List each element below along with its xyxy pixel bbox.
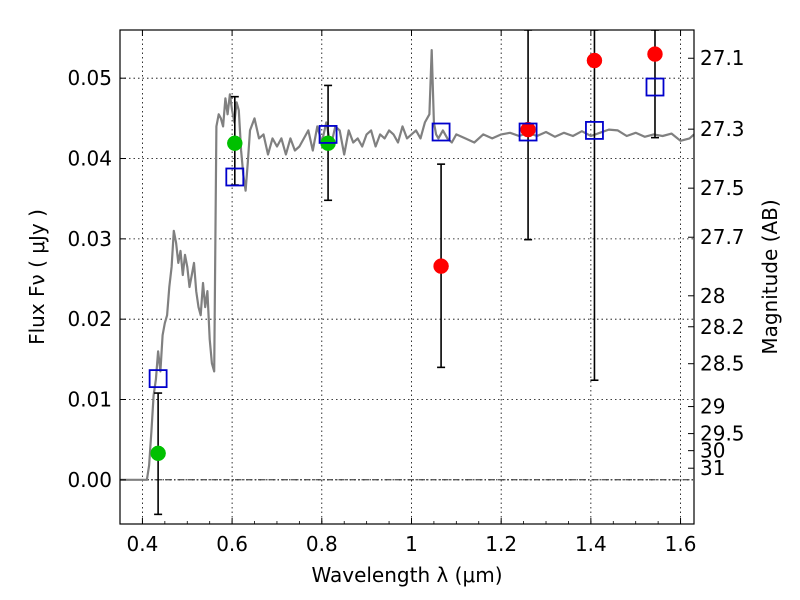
detection-point <box>150 445 166 462</box>
magnitude-tick-label: 30 <box>700 439 725 463</box>
magnitude-tick-label: 27.5 <box>700 176 745 200</box>
magnitude-tick-label: 27.3 <box>700 117 745 141</box>
y-axis-label: Flux Fν ( μJy ) <box>25 209 49 345</box>
magnitude-tick-label: 27.7 <box>700 225 745 249</box>
y-axis: 0.00 0.01 0.02 0.03 0.04 0.05 <box>67 66 126 492</box>
magnitude-tick-label: 31 <box>700 456 725 480</box>
x-axis: 0.4 0.6 0.8 1 1.2 1.4 1.6 <box>119 30 697 556</box>
model-photometry-square <box>431 122 451 142</box>
upper-limit-point <box>520 121 536 138</box>
model-photometry-square <box>585 121 604 140</box>
x-tick-label: 0.6 <box>216 532 248 556</box>
x-tick-label: 0.4 <box>127 532 159 556</box>
magnitude-tick-label: 29.5 <box>700 422 745 446</box>
grid-lines <box>120 30 694 524</box>
y-tick-label: 0.03 <box>67 227 112 251</box>
detection-point <box>227 135 243 152</box>
magnitude-tick-label: 28.2 <box>700 315 745 339</box>
x-tick-label: 0.8 <box>306 532 338 556</box>
sed-model-line <box>120 49 694 481</box>
magnitude-tick-label: 28 <box>700 284 725 308</box>
upper-limit-point <box>647 46 663 62</box>
model-photometry-square <box>518 122 538 142</box>
magnitude-tick-label: 27.1 <box>700 46 745 70</box>
plot-frame <box>119 29 695 525</box>
y-tick-label: 0.00 <box>67 468 112 492</box>
upper-limit-point <box>586 52 603 69</box>
magnitude-tick-label: 28.5 <box>700 352 745 376</box>
model-photometry-square <box>225 167 245 187</box>
x-tick-label: 1.4 <box>575 532 607 556</box>
magnitude-tick-label: 29 <box>700 395 725 419</box>
plot-area <box>120 30 694 516</box>
y-tick-label: 0.05 <box>67 66 112 90</box>
model-photometry-square <box>645 77 665 97</box>
x-tick-label: 1.6 <box>665 532 697 556</box>
model-photometry-square <box>148 369 168 389</box>
model-photometry-square <box>318 125 338 144</box>
x-tick-label: 1 <box>405 532 418 556</box>
y-tick-label: 0.04 <box>67 147 112 171</box>
upper-limit-point <box>433 258 449 274</box>
y-tick-label: 0.01 <box>67 387 112 411</box>
magnitude-axis-label: Magnitude (AB) <box>758 199 782 354</box>
x-tick-label: 1.2 <box>485 532 517 556</box>
x-axis-label: Wavelength λ (μm) <box>311 563 502 587</box>
y-tick-label: 0.02 <box>67 307 112 331</box>
